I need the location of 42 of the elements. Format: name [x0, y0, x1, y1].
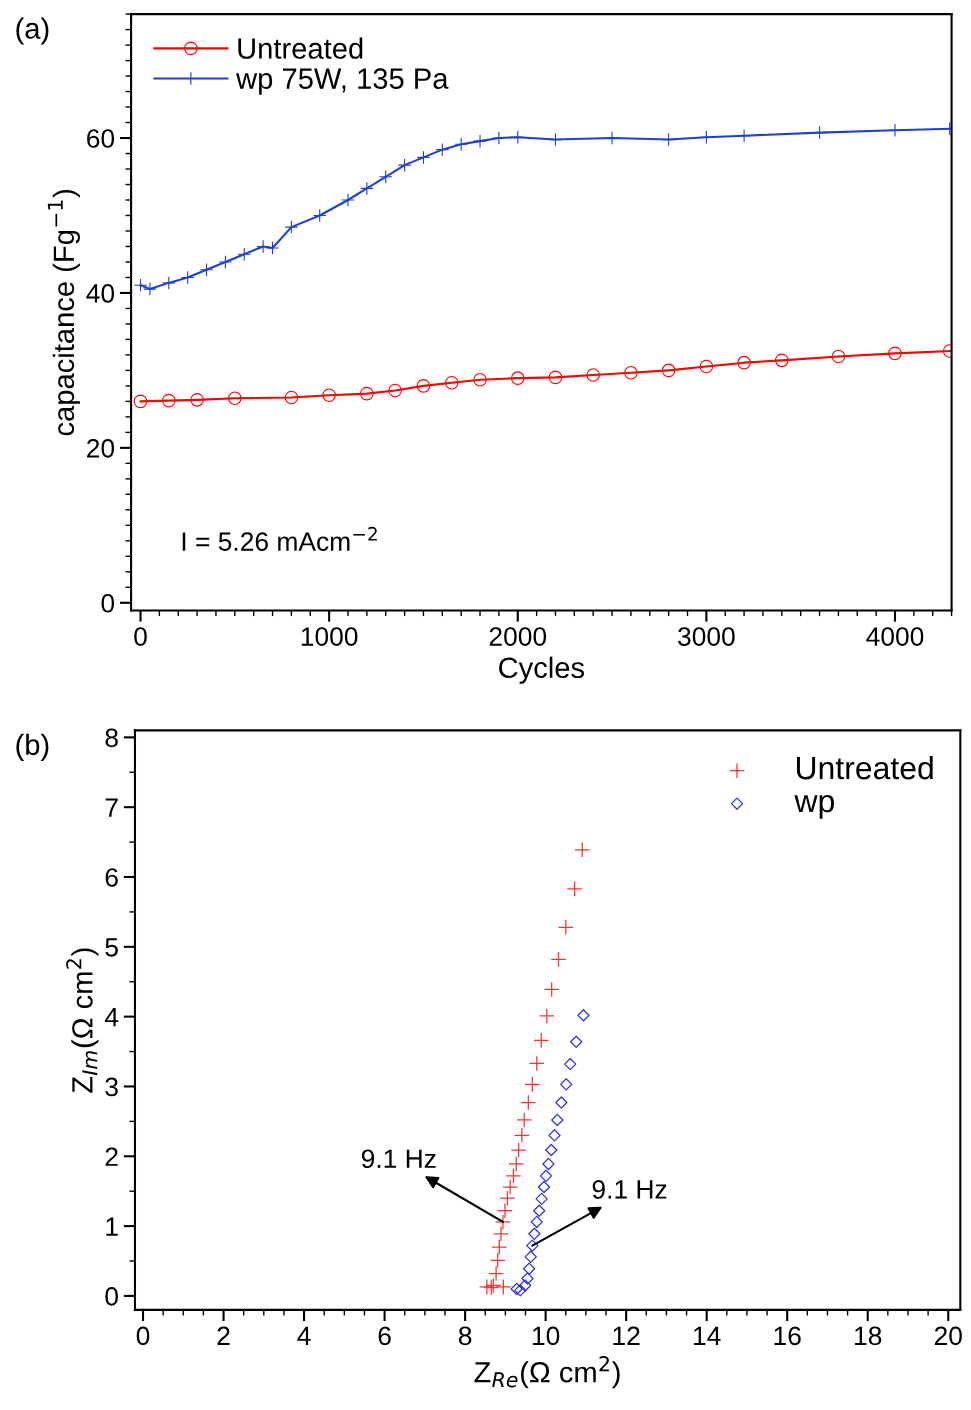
legend-label: Untreated: [238, 37, 363, 59]
x-tick-label: 8: [458, 1326, 472, 1346]
x-tick-label: 2: [217, 1326, 230, 1345]
y-tick-label: 3: [105, 1077, 118, 1097]
x-tick-label: 4: [297, 1326, 311, 1345]
x-tick-label: 10: [532, 1326, 560, 1346]
y-axis-title: capacitance (Fg$^{−1}$): [47, 189, 80, 436]
y-tick-label: 5: [105, 938, 118, 957]
y-tick-label: 1: [106, 1217, 118, 1236]
x-axis-title: Cycles: [499, 656, 585, 684]
y-tick-label: 0: [101, 593, 115, 613]
x-tick-label: 20: [934, 1326, 962, 1346]
x-tick-label: 3000: [678, 627, 735, 646]
x-tick-label: 14: [694, 1326, 721, 1345]
chart-title: (a): [16, 17, 49, 45]
x-tick-label: 0: [134, 627, 147, 646]
x-axis-title: Z$_{Re}$(Ω cm$^{2}$): [474, 1356, 620, 1389]
x-tick-label: 6: [378, 1326, 391, 1346]
legend-label: wp: [794, 794, 834, 819]
chart-title: (b): [16, 733, 49, 761]
x-tick-label: 2000: [489, 627, 547, 646]
y-tick-label: 8: [105, 728, 118, 748]
legend-label: Untreated: [796, 755, 933, 780]
x-tick-label: 16: [774, 1326, 801, 1346]
y-tick-label: 6: [105, 868, 118, 887]
x-tick-label: 1000: [301, 627, 358, 646]
legend-label: wp 75W, 135 Pa: [236, 68, 449, 95]
y-tick-label: 2: [105, 1147, 118, 1166]
x-tick-label: 4000: [866, 627, 924, 646]
y-axis-title: Z$_{Im}$(Ω cm$^{2}$): [66, 948, 99, 1093]
y-tick-label: 0: [105, 1287, 118, 1306]
annotation: I = 5.26 mAcm$^{−2}$: [182, 526, 377, 551]
x-tick-label: 18: [855, 1326, 882, 1346]
annotation: 9.1 Hz: [592, 1180, 667, 1199]
annotation: 9.1 Hz: [361, 1149, 436, 1169]
x-tick-label: 0: [136, 1326, 150, 1346]
y-tick-label: 60: [87, 129, 115, 148]
y-tick-label: 20: [87, 439, 115, 458]
y-tick-label: 40: [86, 284, 115, 303]
y-tick-label: 7: [105, 798, 118, 817]
y-tick-label: 4: [104, 1008, 119, 1027]
x-tick-label: 12: [613, 1326, 640, 1345]
